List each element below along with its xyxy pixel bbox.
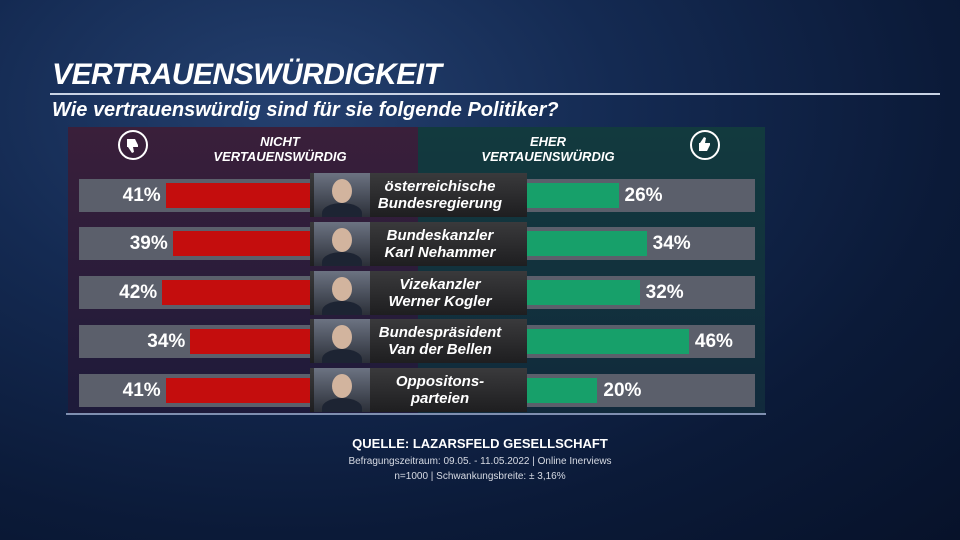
bar: [527, 182, 619, 208]
thumbs-up-icon: [690, 130, 720, 160]
category-label: Oppositons-: [395, 373, 485, 391]
category-label: Karl Nehammer: [384, 243, 496, 261]
thumbs-up-glyph: [699, 137, 710, 151]
data-label: 34%: [652, 233, 691, 255]
photo: [314, 368, 370, 413]
body-shape: [322, 203, 362, 217]
legend-entry: NICHT VERTAUENSWÜRDIG: [213, 134, 347, 164]
bar: [190, 328, 310, 354]
photo: [314, 221, 370, 266]
note: Befragungszeitraum: 09.05. - 11.05.2022 …: [348, 456, 612, 467]
bar: [162, 280, 310, 306]
data-label: 46%: [694, 330, 733, 352]
bar: [165, 182, 310, 208]
head-shape: [332, 179, 352, 203]
head-shape: [332, 325, 352, 350]
category-label: Bundespräsident: [378, 324, 502, 342]
bar: [527, 328, 689, 354]
data-label: 39%: [129, 233, 168, 255]
category-label: Werner Kogler: [388, 292, 492, 310]
bar: [527, 231, 647, 257]
photo: [314, 270, 370, 315]
body-shape: [322, 300, 362, 315]
bar: [172, 231, 310, 257]
data-label: 42%: [119, 282, 158, 304]
bar: [527, 280, 640, 306]
bar: [165, 377, 310, 403]
body-shape: [322, 251, 362, 266]
head-shape: [332, 374, 352, 399]
head-shape: [332, 227, 352, 252]
category-label: parteien: [410, 390, 470, 408]
category-label: Vizekanzler: [399, 275, 481, 293]
category-label: Bundeskanzler: [386, 226, 494, 244]
data-label: 41%: [122, 379, 161, 401]
body-shape: [322, 398, 362, 413]
category-label: österreichische: [384, 178, 496, 195]
photo: [314, 319, 370, 364]
data-label: 34%: [147, 330, 186, 352]
source: QUELLE: LAZARSFELD GESELLSCHAFT: [352, 436, 608, 451]
bar: [527, 377, 598, 403]
category-label: Van der Bellen: [388, 341, 492, 359]
thumbs-down-glyph: [127, 139, 138, 153]
title: VERTRAUENSWÜRDIGKEIT: [52, 58, 442, 91]
category-label: Bundesregierung: [377, 195, 503, 212]
data-label: 26%: [624, 184, 663, 206]
head-shape: [332, 276, 352, 301]
data-label: 20%: [603, 379, 642, 401]
body-shape: [322, 349, 362, 364]
data-label: 32%: [645, 282, 684, 304]
legend-entry: EHER VERTAUENSWÜRDIG: [481, 134, 615, 164]
photo: [314, 173, 370, 217]
note: n=1000 | Schwankungsbreite: ± 3,16%: [394, 471, 566, 482]
data-label: 41%: [122, 184, 161, 206]
baseline: [66, 413, 766, 415]
subtitle: Wie vertrauenswürdig sind für sie folgen…: [52, 99, 559, 121]
thumbs-down-icon: [118, 130, 148, 160]
title-rule: [50, 93, 940, 95]
